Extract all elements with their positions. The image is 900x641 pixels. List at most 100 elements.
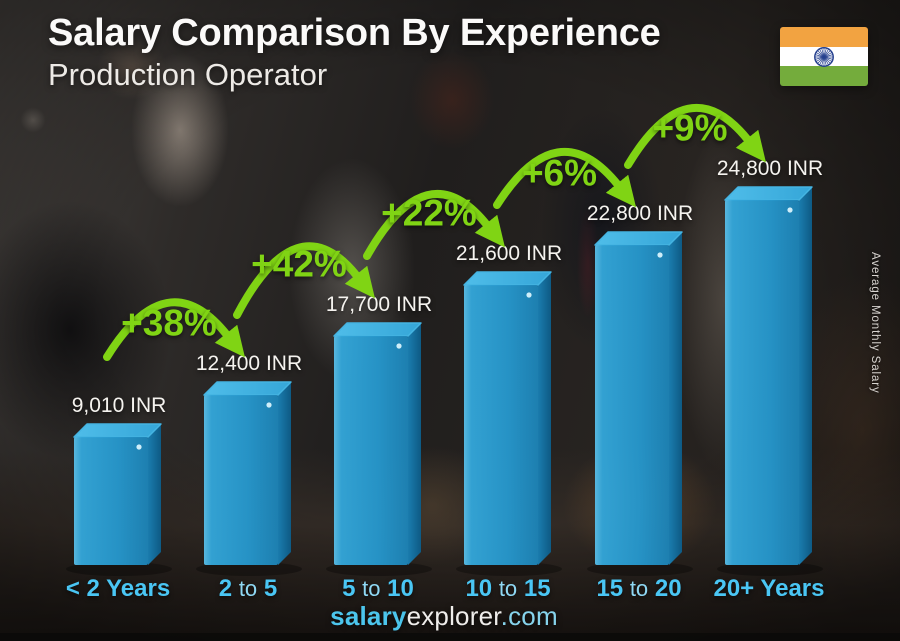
- increase-percent-label: +22%: [381, 193, 477, 234]
- chakra-spoke: [819, 56, 825, 65]
- bar-shadow: [456, 562, 562, 576]
- bar-value-label: 21,600 INR: [456, 242, 562, 265]
- category-label-part: 20: [648, 575, 681, 602]
- x-axis-category-label: 20+ Years: [713, 575, 824, 602]
- increase-percent-label: +42%: [251, 244, 347, 285]
- chakra-spoke: [817, 56, 825, 63]
- flag-saffron-stripe: [780, 27, 868, 47]
- x-axis-category-label: 2 to 5: [219, 575, 277, 602]
- watermark-dotcom: .com: [500, 601, 558, 631]
- bar-value-label: 12,400 INR: [196, 352, 302, 375]
- bar-shadow: [196, 562, 302, 576]
- bar-group: 22,800 INR 15 to 20: [587, 202, 693, 602]
- watermark-salaryexplorer: salaryexplorer.com: [0, 601, 888, 632]
- increase-percent-label: +6%: [522, 153, 597, 194]
- category-label-part: 15: [596, 575, 629, 602]
- category-label-part: 15: [517, 575, 550, 602]
- bar-group: 24,800 INR 20+ Years: [713, 157, 824, 602]
- chakra-ring: [814, 46, 834, 67]
- chakra-spoke: [815, 56, 825, 60]
- category-label-part: to: [630, 576, 648, 601]
- bar-top-face: [463, 271, 552, 286]
- increase-arrow: [624, 103, 767, 169]
- watermark-salary: salary: [330, 601, 407, 631]
- increase-group: +22%: [363, 189, 506, 260]
- bar-side-face: [408, 323, 421, 565]
- bar-value-label: 17,700 INR: [326, 293, 432, 316]
- x-axis-category-label: 10 to 15: [465, 575, 550, 602]
- category-label-part: 20+ Years: [713, 575, 824, 602]
- chakra-spoke: [819, 48, 825, 57]
- bar-shadow: [587, 562, 693, 576]
- bar-group: 17,700 INR 5 to 10: [326, 293, 432, 602]
- bar-group: 12,400 INR 2 to 5: [196, 352, 302, 602]
- bar-front-face: [595, 245, 669, 565]
- increase-group: +9%: [624, 103, 767, 169]
- bar-top-face: [724, 186, 813, 201]
- watermark-explorer: explorer: [406, 601, 501, 631]
- bar-side-face: [148, 424, 161, 565]
- bar-top-face: [594, 231, 683, 246]
- bar-shadow: [326, 562, 432, 576]
- chakra-spoke: [823, 48, 827, 57]
- page-title: Salary Comparison By Experience: [48, 12, 661, 54]
- increase-arrow: [103, 298, 246, 361]
- bar-side-face: [669, 232, 682, 565]
- x-axis-category-label: 5 to 10: [342, 575, 414, 602]
- bar-front-face: [74, 437, 148, 565]
- increase-percent-label: +38%: [121, 303, 217, 344]
- chakra-spoke: [823, 53, 833, 57]
- bar-highlight-dot: [136, 444, 142, 450]
- page-subtitle: Production Operator: [48, 57, 328, 92]
- increase-group: +38%: [103, 298, 246, 361]
- bar-front-face: [464, 285, 538, 565]
- bar-top-face: [333, 322, 422, 337]
- bar-shadow: [717, 562, 823, 576]
- bottom-dark-strip: [0, 633, 900, 641]
- category-label-part: 5: [257, 575, 277, 602]
- chakra-spoke: [823, 51, 832, 57]
- bar-shadow: [66, 562, 172, 576]
- category-label-part: 5: [342, 575, 362, 602]
- x-axis-category-label: < 2 Years: [66, 575, 170, 602]
- category-label-part: to: [499, 576, 517, 601]
- increase-arrow: [363, 189, 506, 260]
- chakra-spoke: [817, 50, 825, 57]
- bar-value-label: 9,010 INR: [72, 394, 167, 417]
- chakra-spoke: [823, 56, 831, 63]
- ashoka-chakra-icon: [814, 46, 834, 67]
- bar-highlight-dot: [787, 207, 793, 213]
- india-flag: [780, 27, 868, 86]
- increase-percent-label: +9%: [652, 108, 727, 149]
- chakra-spoke: [815, 53, 825, 57]
- bar-side-face: [799, 187, 812, 565]
- bar-front-face: [204, 395, 278, 565]
- increase-group: +42%: [233, 242, 376, 319]
- bar-highlight-dot: [657, 252, 663, 258]
- bar-top-face: [203, 381, 292, 396]
- chakra-spoke: [821, 48, 825, 57]
- category-label-part: to: [239, 576, 257, 601]
- bar-value-label: 24,800 INR: [717, 157, 823, 180]
- x-axis-category-label: 15 to 20: [596, 575, 681, 602]
- increase-arrow: [233, 242, 376, 319]
- chakra-spoke: [823, 56, 832, 62]
- bar-highlight-dot: [266, 402, 272, 408]
- flag-green-stripe: [780, 66, 868, 86]
- bar-front-face: [334, 336, 408, 565]
- category-label-part: 10: [465, 575, 498, 602]
- bar-side-face: [278, 382, 291, 565]
- y-axis-label: Average Monthly Salary: [869, 252, 881, 394]
- chakra-spoke: [816, 51, 825, 57]
- bar-highlight-dot: [526, 292, 532, 298]
- category-label-part: to: [362, 576, 380, 601]
- increase-arrow: [493, 147, 637, 209]
- chakra-spoke: [821, 56, 825, 65]
- chakra-spoke: [823, 48, 829, 57]
- bar-side-face: [538, 272, 551, 565]
- bar-value-label: 22,800 INR: [587, 202, 693, 225]
- chakra-spoke: [823, 56, 833, 60]
- bar-highlight-dot: [396, 343, 402, 349]
